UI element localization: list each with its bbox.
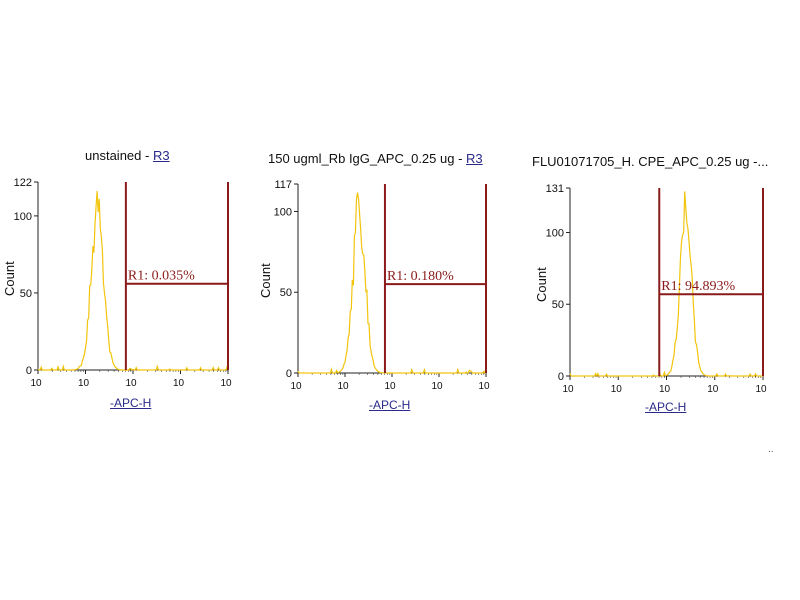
x-tick-label: 10 (562, 384, 574, 395)
histogram-chart: 0 50 100 117 10 10 10 10 10 R1: 0.180% (274, 179, 490, 392)
histogram-trace (37, 190, 229, 371)
x-tick-label: 10 (125, 378, 137, 389)
y-tick-label: 100 (546, 227, 564, 239)
x-axis-label[interactable]: -APC-H (110, 396, 152, 410)
gate-label: R1: 0.180% (387, 269, 454, 284)
y-tick-label: 0 (26, 365, 32, 377)
x-tick-label: 10 (478, 381, 490, 392)
panel-title: FLU01071705_H. CPE_APC_0.25 ug -... (532, 154, 768, 169)
x-tick-label: 10 (220, 378, 232, 389)
y-tick-label: 117 (274, 179, 292, 191)
x-tick-label: 10 (431, 381, 443, 392)
panel-title-separator: - (141, 148, 153, 163)
panel-title-gate-link[interactable]: R3 (152, 148, 170, 163)
x-tick-label: 10 (707, 384, 719, 395)
x-axis-label[interactable]: -APC-H (369, 398, 411, 412)
x-tick-label: 10 (659, 384, 671, 395)
x-tick-label: 10 (611, 384, 623, 395)
y-tick-label: 50 (552, 299, 564, 311)
y-tick-label: 100 (274, 206, 292, 218)
x-tick-label: 10 (290, 381, 302, 392)
gate-label: R1: 94.893% (661, 279, 735, 294)
x-tick-label: 10 (173, 378, 185, 389)
y-tick-label: 0 (558, 371, 564, 383)
x-tick-label: 10 (30, 378, 42, 389)
y-tick-label: 50 (280, 287, 292, 299)
panel-title-text: unstained (85, 148, 142, 163)
footer-mark: .. (768, 444, 774, 455)
y-tick-label: 122 (14, 177, 32, 189)
panel-title-gate-link[interactable]: R3 (466, 151, 483, 166)
histogram-trace (569, 191, 763, 378)
panel-title-text: 150 ugml_Rb IgG_APC_0.25 ug (268, 151, 455, 166)
panel-title: 150 ugml_Rb IgG_APC_0.25 ug - R3 (268, 151, 483, 166)
panel-title-separator: - (454, 151, 467, 166)
panel-title-text: FLU01071705_H. CPE_APC_0.25 ug -... (532, 154, 769, 169)
histogram-chart: 0 50 100 131 10 10 10 10 10 R1: 94.893% (546, 183, 767, 395)
histogram-trace (297, 192, 486, 374)
x-axis-label[interactable]: -APC-H (645, 400, 687, 414)
x-tick-label: 10 (755, 384, 767, 395)
x-tick-label: 10 (78, 378, 90, 389)
histogram-chart: 0 50 100 122 10 10 10 10 10 R1: 0.035% (14, 177, 232, 389)
x-tick-label: 10 (337, 381, 349, 392)
gate-label: R1: 0.035% (128, 269, 195, 284)
y-tick-label: 131 (546, 183, 564, 195)
y-tick-label: 0 (286, 368, 292, 380)
x-tick-label: 10 (384, 381, 396, 392)
y-tick-label: 50 (20, 288, 32, 300)
panel-title: unstained - R3 (85, 148, 170, 163)
y-tick-label: 100 (14, 211, 32, 223)
